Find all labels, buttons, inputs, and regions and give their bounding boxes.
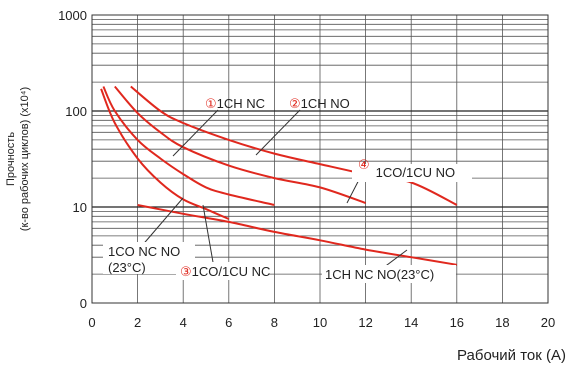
x-tick-label: 0 [88, 315, 95, 330]
x-tick-label: 8 [271, 315, 278, 330]
annotation-1ch-nc-no: 1CH NC NO(23°C) [325, 267, 434, 282]
leader-1ch-no [255, 109, 301, 156]
annotation-1ch-nc: ①1CH NC [205, 96, 265, 112]
x-tick-label: 16 [450, 315, 464, 330]
plot-frame [91, 14, 549, 304]
annotation-1co1cu-no-text: 1CO/1CU NO [376, 165, 455, 180]
x-tick-label: 14 [404, 315, 418, 330]
annotation-1ch-no: ②1CH NO [289, 96, 350, 112]
series-line-4 [100, 88, 230, 220]
annotation-1co1cu-no: ④ 1CO/1CU NO [358, 158, 455, 180]
annotation-1ch-nc-text: 1CH NC [217, 96, 265, 111]
annotation-1ch-no-text: 1CH NO [301, 96, 350, 111]
annotation-1ch-nc-num: ① [205, 97, 217, 112]
x-tick-label: 2 [134, 315, 141, 330]
y-tick-label: 0 [80, 296, 87, 311]
x-axis-title: Рабочий ток (A) [457, 347, 566, 364]
annotation-1co-nc-no-line1: 1CO NC NO [108, 244, 180, 259]
leader-1co-nc-no [139, 197, 184, 249]
x-tick-label: 10 [313, 315, 327, 330]
x-tick-label: 12 [358, 315, 372, 330]
annotation-1co1cu-no-num: ④ [358, 158, 370, 173]
annotation-1co1cu-nc: ③1CO/1CU NC [180, 264, 270, 280]
series-line-5 [137, 204, 457, 266]
x-tick-labels: 0 2 4 6 8 10 12 14 16 18 20 [88, 315, 555, 330]
y-tick-label: 1000 [58, 8, 87, 23]
series-line-1 [102, 86, 275, 206]
y-tick-label: 100 [65, 104, 87, 119]
annotation-bg-1co1cu-no [352, 164, 472, 182]
y-axis-title-line1: Прочность [5, 132, 17, 186]
annotation-bg-1co1cu-nc [176, 262, 268, 280]
series-line-2 [114, 85, 366, 204]
annotation-1ch-no-num: ② [289, 97, 301, 112]
annotation-1co1cu-nc-num: ③ [180, 265, 192, 280]
annotation-bg-1ch-nc-no [322, 265, 456, 283]
x-tick-label: 6 [225, 315, 232, 330]
annotation-1co-nc-no-line2: (23°C) [108, 260, 146, 275]
x-tick-label: 18 [495, 315, 509, 330]
leader-1ch-nc [172, 109, 219, 157]
x-tick-label: 20 [541, 315, 555, 330]
annotation-1co1cu-nc-text: 1CO/1CU NC [192, 264, 271, 279]
y-axis-title-line2: (к-во рабочих циклов) (x10⁴) [19, 87, 31, 231]
leader-1co1cu-nc [202, 204, 215, 269]
y-tick-label: 10 [73, 200, 87, 215]
x-tick-label: 4 [180, 315, 187, 330]
